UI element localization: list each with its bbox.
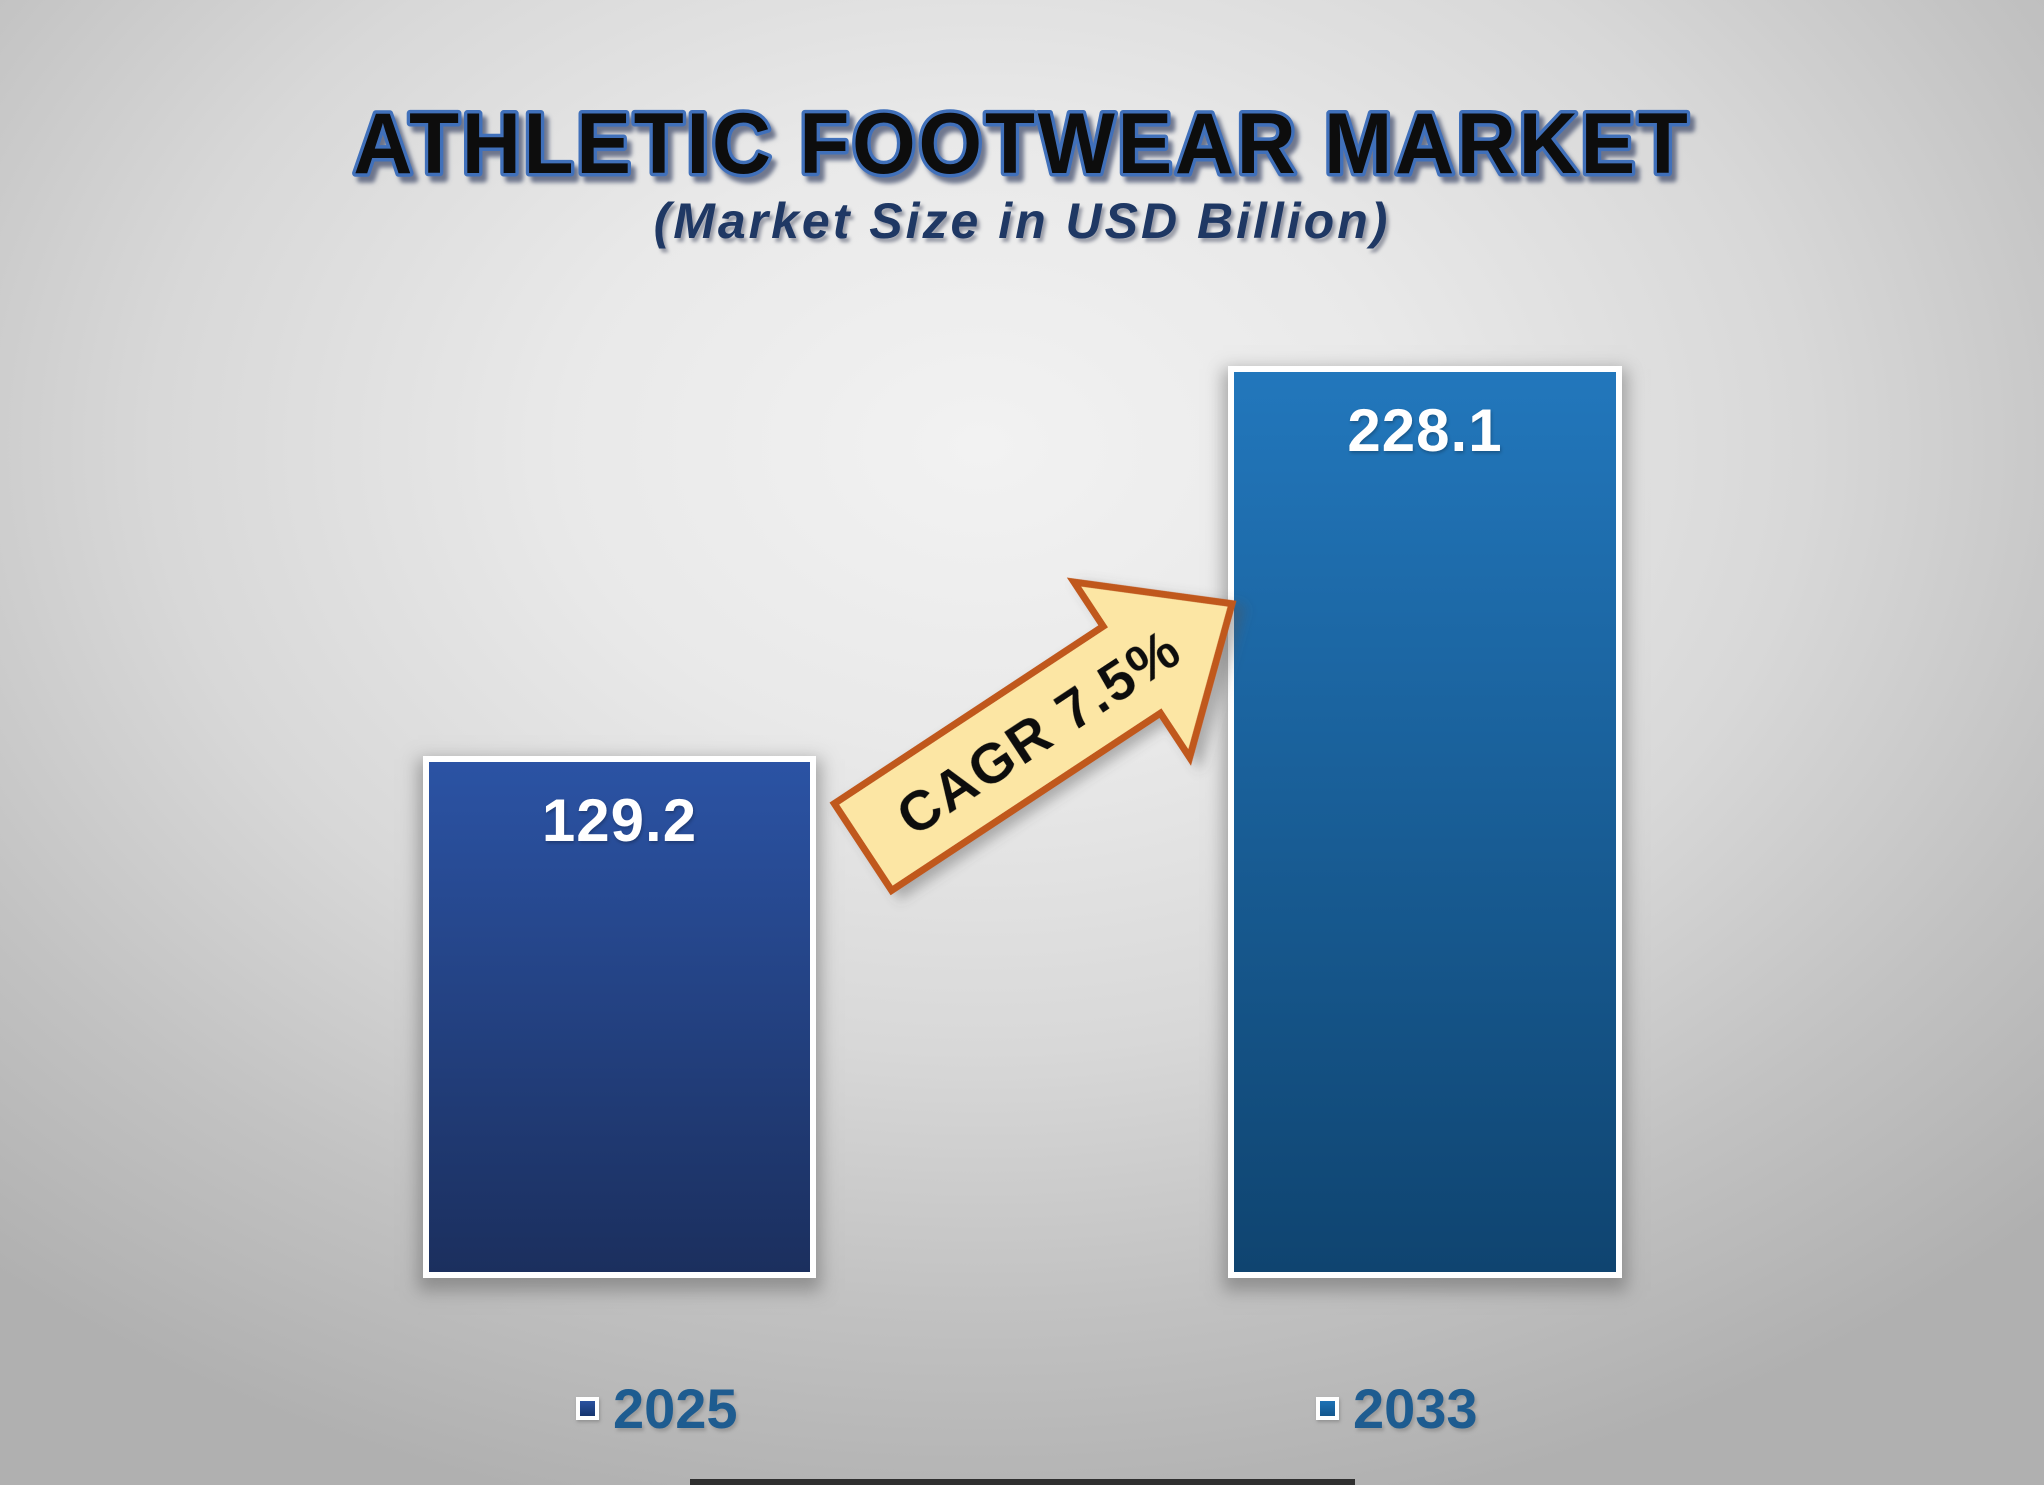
legend-swatch-2025	[576, 1397, 599, 1420]
legend-item-2033: 2033	[1316, 1376, 1478, 1441]
bar-value-2025: 129.2	[541, 787, 698, 854]
cagr-arrow-shape	[829, 577, 1237, 896]
page-title: ATHLETIC FOOTWEAR MARKET	[353, 95, 1690, 191]
bar-value-2033: 228.1	[1347, 397, 1503, 464]
legend-label-2033: 2033	[1353, 1377, 1478, 1440]
bar-2033: 228.1	[1228, 366, 1622, 1278]
page-subtitle: (Market Size in USD Billion)	[653, 193, 1391, 249]
legend-label-2025: 2025	[613, 1377, 738, 1440]
bottom-bar	[690, 1479, 1355, 1485]
legend-swatch-2033	[1316, 1397, 1339, 1420]
bar-2025: 129.2	[423, 756, 816, 1278]
cagr-label: CAGR 7.5%	[885, 616, 1192, 848]
legend-item-2025: 2025	[576, 1376, 738, 1441]
title-block: ATHLETIC FOOTWEAR MARKET	[350, 92, 1691, 195]
